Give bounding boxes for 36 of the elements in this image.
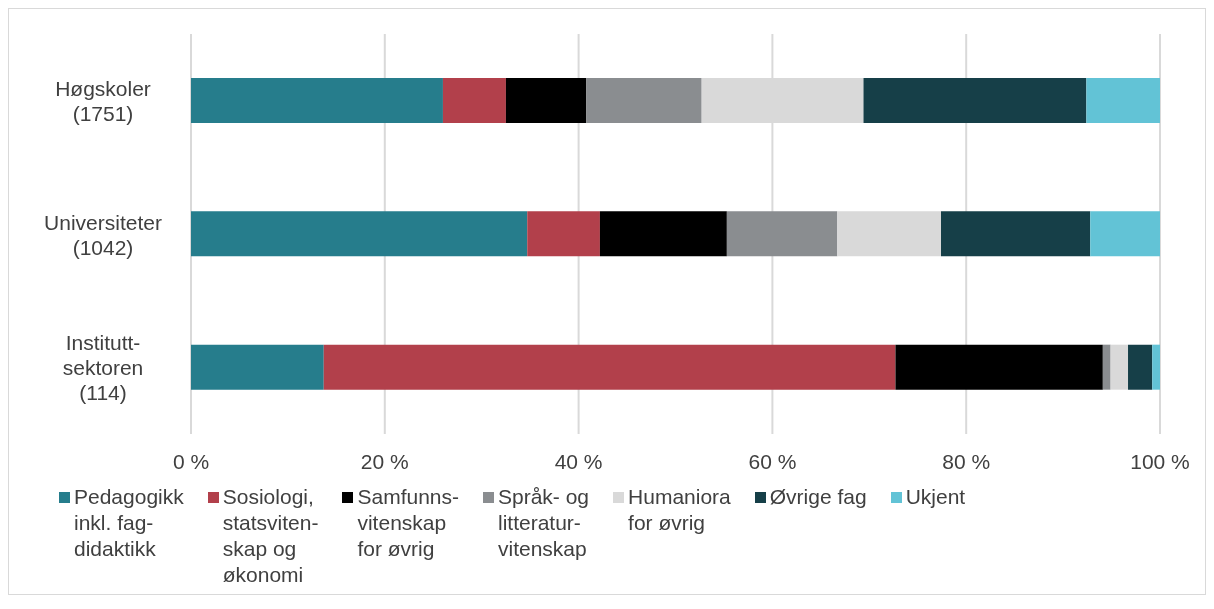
bar	[726, 211, 838, 257]
bar	[586, 78, 702, 123]
bar	[191, 211, 528, 257]
x-tick-label: 0 %	[172, 449, 210, 473]
y-tick-label: Høgskoler (1751)	[55, 76, 151, 125]
legend-label: Språk- og litteratur- vitenskap	[498, 484, 590, 562]
legend-label: Øvrige fag	[769, 484, 867, 510]
bar	[1128, 344, 1153, 390]
bar	[863, 78, 1087, 123]
legend-label: Ukjent	[905, 484, 966, 510]
x-tick-label: 100 %	[1130, 449, 1190, 473]
legend-label: Sosiologi, statsviten- skap og økonomi	[222, 484, 319, 588]
x-tick-label: 80 %	[942, 449, 991, 473]
bar	[191, 344, 324, 390]
legend-label: Samfunns- vitenskap for øvrig	[357, 484, 459, 562]
y-tick-label: Institutt- sektoren (114)	[62, 330, 144, 404]
x-tick-label: 40 %	[554, 449, 603, 473]
bar	[837, 211, 942, 257]
bar	[505, 78, 587, 123]
bar	[1090, 211, 1160, 257]
legend-label: Humaniora for øvrig	[628, 484, 731, 536]
x-tick-label: 20 %	[360, 449, 409, 473]
bar	[323, 344, 896, 390]
bar	[442, 78, 506, 123]
bar	[1102, 344, 1111, 390]
bar	[941, 211, 1091, 257]
bar	[895, 344, 1103, 390]
bar	[1152, 344, 1160, 390]
bar	[599, 211, 727, 257]
bar	[1086, 78, 1160, 123]
legend-label: Pedagogikk inkl. fag- didaktikk	[74, 484, 184, 562]
y-tick-label: Universiteter (1042)	[44, 210, 162, 258]
bar	[527, 211, 600, 257]
x-tick-label: 60 %	[748, 449, 797, 473]
bar	[191, 78, 443, 123]
bar	[1110, 344, 1129, 390]
